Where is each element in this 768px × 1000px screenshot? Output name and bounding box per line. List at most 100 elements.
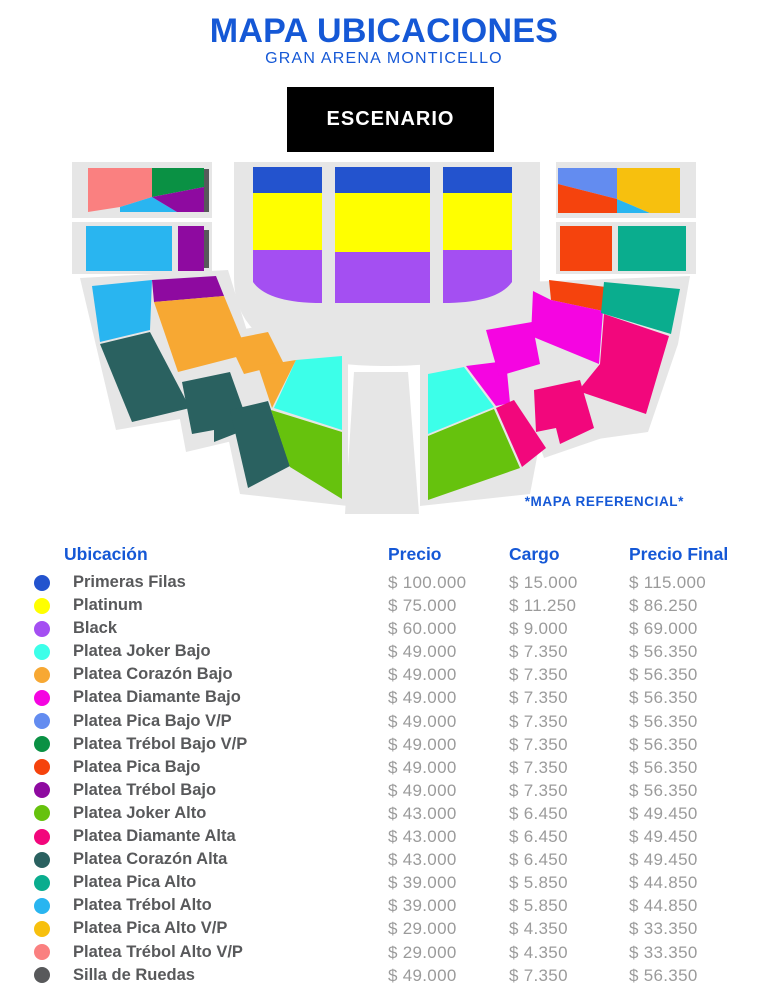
row-cargo: $ 7.350 xyxy=(509,665,568,685)
row-label: Platea Corazón Alta xyxy=(73,850,228,869)
table-row: Silla de Ruedas $ 49.000 $ 7.350 $ 56.35… xyxy=(0,964,768,987)
price-table: Primeras Filas $ 100.000 $ 15.000 $ 115.… xyxy=(0,571,768,987)
map-section-primeras-filas-center xyxy=(335,167,430,193)
map-section-trebol-bajo xyxy=(178,226,204,271)
row-precio: $ 29.000 xyxy=(388,942,457,962)
table-row: Primeras Filas $ 100.000 $ 15.000 $ 115.… xyxy=(0,571,768,594)
row-cargo: $ 5.850 xyxy=(509,873,568,893)
row-cargo: $ 7.350 xyxy=(509,965,568,985)
row-precio: $ 49.000 xyxy=(388,642,457,662)
row-label: Platea Joker Alto xyxy=(73,803,207,822)
row-precio: $ 49.000 xyxy=(388,965,457,985)
row-label: Platinum xyxy=(73,596,143,615)
section-color-dot xyxy=(34,689,50,706)
table-row: Platea Trébol Alto V/P $ 29.000 $ 4.350 … xyxy=(0,941,768,964)
map-section-diamante-alta-2 xyxy=(534,380,594,444)
map-section-joker-alto-right xyxy=(428,409,520,500)
column-header-precio: Precio xyxy=(388,544,442,564)
section-color-dot xyxy=(34,713,50,730)
table-row: Platea Corazón Bajo $ 49.000 $ 7.350 $ 5… xyxy=(0,663,768,686)
map-section-pica-alto-vp xyxy=(617,168,680,213)
map-section-pica-bajo-vp xyxy=(558,168,617,199)
row-precio: $ 75.000 xyxy=(388,596,457,616)
table-row: Platea Trébol Alto $ 39.000 $ 5.850 $ 44… xyxy=(0,894,768,917)
row-precio: $ 49.000 xyxy=(388,780,457,800)
row-precio-final: $ 69.000 xyxy=(629,619,698,639)
row-precio-final: $ 33.350 xyxy=(629,942,698,962)
map-section-pica-alto-2 xyxy=(618,226,686,271)
map-section-joker-bajo-right xyxy=(428,367,494,434)
map-section-pica-bajo-2 xyxy=(558,184,617,213)
map-section-trebol-bajo-2 xyxy=(152,276,224,302)
row-precio-final: $ 49.450 xyxy=(629,803,698,823)
table-row: Platea Trébol Bajo V/P $ 49.000 $ 7.350 … xyxy=(0,733,768,756)
row-cargo: $ 7.350 xyxy=(509,757,568,777)
row-precio: $ 49.000 xyxy=(388,734,457,754)
section-color-dot xyxy=(34,643,50,660)
map-section-corazon-bajo-2 xyxy=(228,332,284,374)
map-section-trebol-alto xyxy=(86,226,172,271)
section-color-dot xyxy=(34,736,50,753)
map-section-corazon-alta xyxy=(100,332,190,422)
stage-box: ESCENARIO xyxy=(287,87,494,152)
table-row: Platea Corazón Alta $ 43.000 $ 6.450 $ 4… xyxy=(0,848,768,871)
map-section-joker-alto-left xyxy=(271,410,342,499)
row-precio: $ 60.000 xyxy=(388,619,457,639)
map-container-center-aisle xyxy=(345,372,419,514)
stage-label: ESCENARIO xyxy=(326,108,455,130)
map-section-primeras-filas-right xyxy=(443,167,512,193)
map-section-diamante-bajo-2 xyxy=(486,322,540,376)
row-precio: $ 49.000 xyxy=(388,665,457,685)
row-precio-final: $ 56.350 xyxy=(629,734,698,754)
table-row: Platea Pica Bajo $ 49.000 $ 7.350 $ 56.3… xyxy=(0,756,768,779)
section-color-dot xyxy=(34,828,50,845)
row-precio: $ 100.000 xyxy=(388,573,467,592)
row-label: Platea Diamante Bajo xyxy=(73,688,241,707)
row-precio-final: $ 56.350 xyxy=(629,688,698,708)
table-row: Platea Diamante Bajo $ 49.000 $ 7.350 $ … xyxy=(0,686,768,709)
row-label: Platea Pica Bajo V/P xyxy=(73,711,232,730)
map-section-corazon-bajo-3 xyxy=(258,360,296,408)
map-section-platinum-center xyxy=(335,193,430,252)
row-precio-final: $ 56.350 xyxy=(629,642,698,662)
map-section-platinum-right xyxy=(443,193,512,250)
row-cargo: $ 6.450 xyxy=(509,827,568,847)
table-row: Platea Pica Alto $ 39.000 $ 5.850 $ 44.8… xyxy=(0,871,768,894)
map-section-black-right xyxy=(443,250,512,303)
row-label: Platea Pica Alto xyxy=(73,873,197,892)
column-header-ubicacion: Ubicación xyxy=(64,544,148,564)
section-color-dot xyxy=(34,805,50,822)
column-header-precio-final: Precio Final xyxy=(629,544,729,564)
row-precio-final: $ 33.350 xyxy=(629,919,698,939)
seating-map xyxy=(72,162,696,514)
table-row: Platinum $ 75.000 $ 11.250 $ 86.250 xyxy=(0,594,768,617)
row-cargo: $ 4.350 xyxy=(509,942,568,962)
row-cargo: $ 7.350 xyxy=(509,780,568,800)
row-precio: $ 49.000 xyxy=(388,757,457,777)
row-cargo: $ 5.850 xyxy=(509,896,568,916)
map-section-silla-ruedas-2 xyxy=(204,230,209,268)
map-section-pica-bajo-3 xyxy=(560,226,612,271)
map-section-silla-ruedas-1 xyxy=(204,169,209,212)
section-color-dot xyxy=(34,920,50,937)
row-cargo: $ 7.350 xyxy=(509,711,568,731)
row-cargo: $ 7.350 xyxy=(509,734,568,754)
map-section-trebol-bajo-upper xyxy=(152,187,204,212)
map-section-pica-alto xyxy=(601,282,680,334)
section-color-dot xyxy=(34,574,50,591)
row-precio: $ 39.000 xyxy=(388,873,457,893)
row-cargo: $ 7.350 xyxy=(509,642,568,662)
map-section-trebol-alto-2 xyxy=(92,280,152,342)
row-label: Platea Trébol Alto xyxy=(73,896,212,915)
row-cargo: $ 6.450 xyxy=(509,850,568,870)
row-label: Platea Joker Bajo xyxy=(73,642,211,661)
row-label: Platea Corazón Bajo xyxy=(73,665,233,684)
row-cargo: $ 4.350 xyxy=(509,919,568,939)
map-section-trebol-bajo-vp xyxy=(152,168,204,197)
row-cargo: $ 11.250 xyxy=(509,596,577,616)
table-row: Platea Pica Bajo V/P $ 49.000 $ 7.350 $ … xyxy=(0,710,768,733)
row-label: Platea Trébol Bajo V/P xyxy=(73,734,248,753)
row-precio-final: $ 86.250 xyxy=(629,596,698,616)
section-color-dot xyxy=(34,897,50,914)
